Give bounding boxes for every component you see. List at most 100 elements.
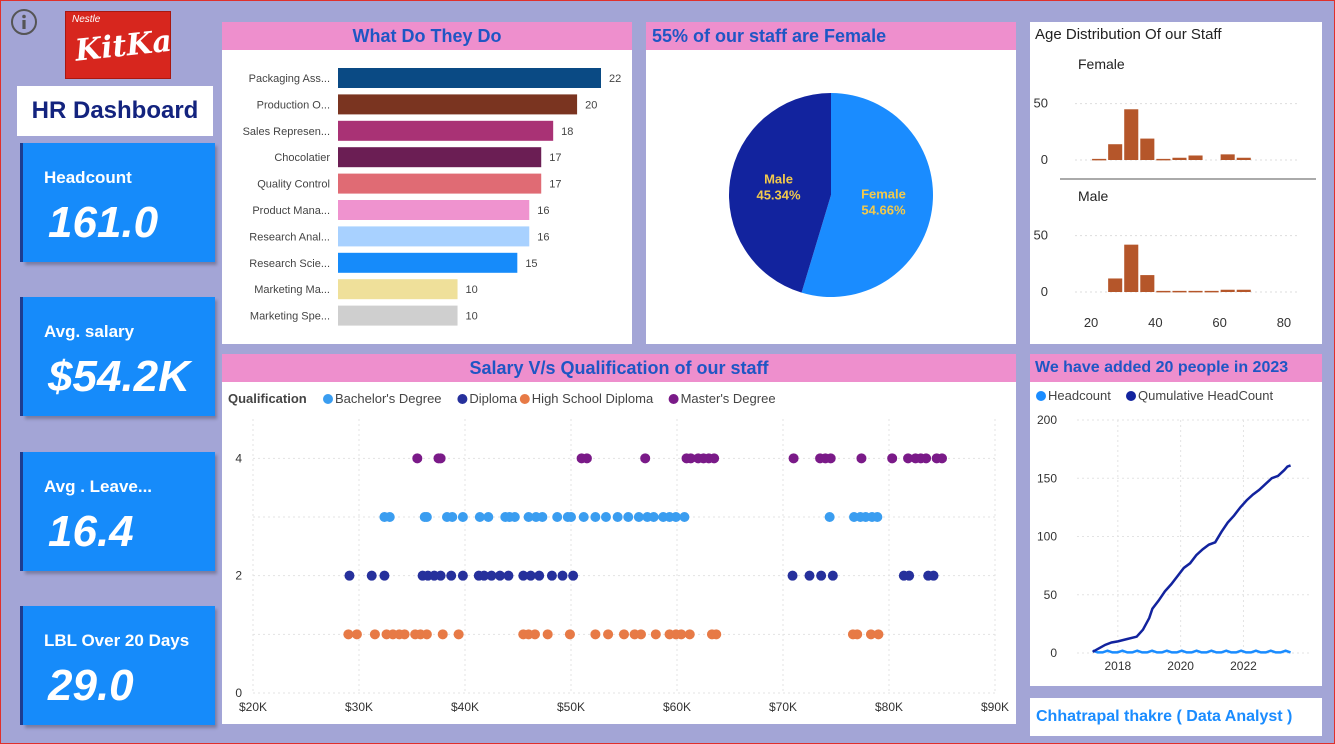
- scatter-point: [453, 629, 464, 640]
- scatter-point: [612, 512, 623, 522]
- age-bar: [1140, 138, 1155, 160]
- scatter-point: [525, 570, 536, 581]
- jobs-chart-panel[interactable]: What Do They Do Packaging Ass... 22 Produc…: [222, 22, 632, 344]
- scatter-x-tick: $90K: [981, 700, 1009, 714]
- scatter-point: [928, 570, 939, 581]
- scatter-point: [600, 512, 611, 522]
- scatter-point: [557, 570, 568, 581]
- scatter-point: [670, 512, 681, 522]
- scatter-x-tick: $70K: [769, 700, 797, 714]
- bar-data-label: 17: [549, 152, 561, 164]
- scatter-legend-marker: [668, 394, 679, 404]
- bar: [338, 94, 578, 115]
- pie-value-label: 54.66%: [861, 203, 906, 218]
- scatter-point: [603, 629, 614, 640]
- kpi-avg-leave[interactable]: Avg . Leave... 16.4: [23, 452, 215, 571]
- scatter-legend-title: Qualification: [228, 391, 307, 406]
- scatter-legend-label: Bachelor's Degree: [335, 391, 442, 406]
- scatter-point: [503, 570, 514, 581]
- growth-chart-panel[interactable]: We have added 20 people in 2023 Headcoun…: [1030, 354, 1322, 686]
- scatter-point: [494, 570, 505, 581]
- dashboard-title: HR Dashboard: [17, 86, 213, 136]
- salary-scatter-chart: Qualification Bachelor's Degree Diploma Hig…: [228, 391, 1009, 714]
- salary-chart-panel[interactable]: Salary V/s Qualification of our staff Qu…: [222, 354, 1016, 724]
- scatter-point: [676, 629, 687, 640]
- line-x-tick: 2022: [1230, 659, 1257, 673]
- scatter-legend-label: Master's Degree: [681, 391, 776, 406]
- kpi-headcount[interactable]: Headcount 161.0: [23, 143, 215, 262]
- age-y-tick: 50: [1034, 96, 1048, 111]
- kpi-label: Headcount: [44, 168, 132, 187]
- scatter-point: [804, 570, 815, 581]
- scatter-point: [619, 629, 629, 640]
- bar-data-label: 17: [549, 179, 561, 191]
- headcount-line-chart: Headcount Qumulative HeadCount 0 50 100 150 20…: [1036, 388, 1310, 673]
- info-icon[interactable]: [10, 8, 38, 36]
- bar-data-label: 22: [609, 73, 621, 85]
- scatter-point: [534, 570, 545, 581]
- line-legend-label: Qumulative HeadCount: [1138, 388, 1274, 403]
- bar-data-label: 18: [561, 126, 573, 138]
- scatter-point: [523, 512, 534, 522]
- dashboard-title-text: HR Dashboard: [31, 97, 199, 124]
- scatter-point: [679, 512, 690, 522]
- scatter-point: [640, 453, 651, 464]
- line-y-tick: 200: [1037, 413, 1057, 427]
- scatter-point: [474, 512, 485, 522]
- age-bar: [1236, 289, 1251, 292]
- age-bar: [1108, 278, 1123, 292]
- gender-chart-panel[interactable]: 55% of our staff are Female Female 54.66%…: [646, 22, 1016, 344]
- scatter-point: [709, 453, 720, 464]
- scatter-point: [887, 453, 898, 464]
- age-bar: [1188, 290, 1203, 293]
- bar: [338, 252, 518, 273]
- scatter-point: [486, 570, 497, 581]
- scatter-x-tick: $30K: [345, 700, 373, 714]
- salary-chart-title: Salary V/s Qualification of our staff: [222, 354, 1016, 382]
- kpi-value: $54.2K: [48, 352, 190, 401]
- scatter-point: [566, 512, 576, 522]
- bar-category-label: Marketing Spe...: [250, 311, 330, 323]
- scatter-point: [399, 629, 410, 640]
- kpi-lbl-over-20[interactable]: LBL Over 20 Days 29.0: [23, 606, 215, 725]
- scatter-point: [852, 629, 863, 640]
- scatter-point: [873, 629, 884, 640]
- scatter-point: [590, 629, 601, 640]
- gender-chart-title: 55% of our staff are Female: [646, 22, 1016, 50]
- kpi-label: Avg . Leave...: [44, 477, 153, 496]
- scatter-legend-marker: [323, 394, 333, 404]
- scatter-legend-marker: [519, 394, 530, 404]
- kpi-label: LBL Over 20 Days: [44, 631, 190, 650]
- age-histogram: Female 0 50 Male 0 50 20 40 60 80: [1034, 56, 1316, 330]
- bar: [338, 68, 601, 88]
- scatter-point: [568, 570, 579, 581]
- age-chart-panel[interactable]: Age Distribution Of our Staff Female 0 50 M…: [1030, 22, 1322, 344]
- bar-data-label: 16: [537, 231, 549, 243]
- scatter-point: [529, 629, 540, 640]
- kpi-avg-salary[interactable]: Avg. salary $54.2K: [23, 297, 215, 416]
- kpi-label: Avg. salary: [44, 322, 135, 341]
- scatter-point: [379, 570, 390, 581]
- bar-data-label: 15: [525, 258, 537, 270]
- age-bar: [1236, 157, 1251, 160]
- age-bar: [1156, 290, 1171, 293]
- scatter-point: [903, 453, 914, 464]
- scatter-point: [435, 453, 446, 464]
- bar-data-label: 10: [466, 311, 478, 323]
- author-text: Chhatrapal thakre ( Data Analyst ): [1036, 708, 1293, 725]
- scatter-point: [872, 512, 883, 522]
- scatter-point: [711, 629, 722, 640]
- scatter-point: [684, 629, 695, 640]
- scatter-point: [518, 570, 529, 581]
- kpi-value: 29.0: [48, 661, 134, 710]
- age-x-tick: 20: [1084, 315, 1098, 330]
- age-bar: [1124, 244, 1139, 292]
- age-panel-label: Female: [1078, 56, 1125, 72]
- bar-category-label: Quality Control: [257, 179, 330, 191]
- pie-label: Male: [764, 171, 793, 186]
- line-y-tick: 0: [1050, 646, 1057, 660]
- age-bar: [1172, 290, 1187, 293]
- scatter-point: [552, 512, 563, 522]
- pie-label: Female: [861, 187, 906, 202]
